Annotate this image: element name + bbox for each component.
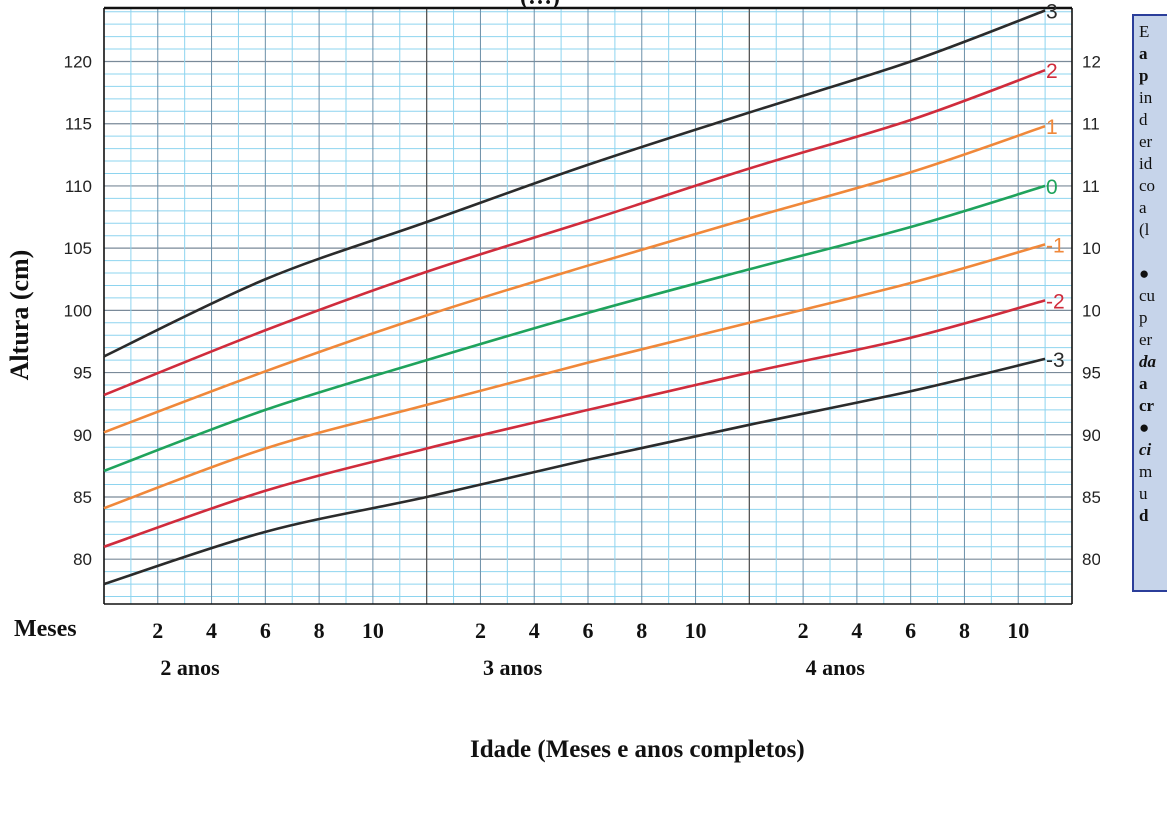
x-month-tick-label: 2 (152, 618, 163, 643)
y-tick-label-right: 90 (1082, 426, 1100, 445)
panel-text-line: er (1139, 330, 1153, 349)
panel-text-line: cr (1139, 396, 1155, 415)
x-axis-title: Idade (Meses e anos completos) (470, 736, 805, 763)
zscore-line-0 (103, 184, 1046, 473)
panel-text-line: E (1139, 22, 1150, 41)
panel-text-line: ● (1139, 264, 1150, 283)
panel-text-line: da (1139, 352, 1156, 371)
y-tick-label-right: 100 (1082, 301, 1100, 320)
y-tick-label-left: 115 (65, 115, 92, 134)
x-month-tick-label: 2 (798, 618, 809, 643)
zscore-label-0: 0 (1046, 176, 1058, 199)
y-tick-label-left: 100 (64, 301, 92, 320)
zscore-line-2 (103, 68, 1046, 397)
panel-text-line: d (1139, 110, 1148, 129)
y-tick-label-left: 95 (73, 364, 92, 383)
y-tick-label-right: 105 (1082, 239, 1100, 258)
y-tick-label-right: 120 (1082, 53, 1100, 72)
y-tick-label-right: 110 (1082, 177, 1100, 196)
zscore-line--2 (103, 299, 1046, 548)
y-tick-label-left: 80 (73, 550, 92, 569)
x-month-tick-label: 8 (959, 618, 970, 643)
y-tick-label-right: 80 (1082, 550, 1100, 569)
x-month-tick-label: 4 (206, 618, 217, 643)
zscore-label--1: -1 (1046, 234, 1065, 257)
y-tick-label-left: 110 (65, 177, 92, 196)
y-axis-title: Altura (cm) (5, 249, 34, 381)
y-tick-label-left: 120 (64, 53, 92, 72)
panel-text-line: ci (1139, 440, 1152, 459)
panel-text-line: a (1139, 44, 1148, 63)
y-axis-title-wrap: Altura (cm) (5, 235, 35, 395)
zscore-line--1 (103, 243, 1046, 510)
y-tick-label-right: 95 (1082, 364, 1100, 383)
x-month-tick-label: 6 (905, 618, 916, 643)
zscore-line-1 (103, 124, 1046, 434)
x-year-label: 4 anos (806, 655, 866, 680)
panel-text-line: a (1139, 374, 1148, 393)
x-month-tick-label: 2 (475, 618, 486, 643)
panel-text-line: p (1139, 66, 1149, 85)
y-tick-label-right: 85 (1082, 488, 1100, 507)
x-month-tick-label: 10 (685, 618, 707, 643)
x-year-label: 2 anos (160, 655, 220, 680)
y-tick-label-left: 85 (73, 488, 92, 507)
zscore-label-2: 2 (1046, 60, 1058, 83)
series-lines (103, 9, 1046, 586)
x-year-label: 3 anos (483, 655, 543, 680)
grid (103, 6, 1073, 605)
y-tick-label-left: 90 (73, 426, 92, 445)
zscore-label--2: -2 (1046, 290, 1065, 313)
panel-text-line: id (1139, 154, 1153, 173)
x-month-tick-label: 10 (1007, 618, 1029, 643)
panel-text-line: m (1139, 462, 1153, 481)
panel-text-line: a (1139, 198, 1147, 217)
panel-text-line: p (1139, 308, 1148, 327)
x-month-tick-label: 8 (314, 618, 325, 643)
panel-text-line: co (1139, 176, 1156, 195)
x-month-tick-label: 6 (583, 618, 594, 643)
months-row-label: Meses (14, 616, 77, 642)
panel-text-line: d (1139, 506, 1149, 525)
panel-text-line: ● (1139, 418, 1150, 437)
growth-chart: 8085909510010511011512080859095100105110… (64, 0, 1100, 680)
x-month-tick-label: 6 (260, 618, 271, 643)
chart-title-fragment: (…) (520, 0, 560, 11)
panel-text-line: er (1139, 132, 1153, 151)
panel-text-line: in (1139, 88, 1153, 107)
zscore-line-3 (103, 9, 1046, 358)
panel-text-line: cu (1139, 286, 1156, 305)
panel-text-line: u (1139, 484, 1148, 503)
y-tick-label-left: 105 (64, 239, 92, 258)
zscore-label-3: 3 (1046, 0, 1058, 23)
zscore-line--3 (103, 357, 1046, 586)
x-month-tick-label: 4 (529, 618, 540, 643)
zscore-label-1: 1 (1046, 116, 1058, 139)
x-month-tick-label: 4 (851, 618, 862, 643)
panel-text-line: (l (1139, 220, 1150, 239)
x-month-tick-label: 8 (636, 618, 647, 643)
panel-gap (1139, 241, 1167, 263)
zscore-label--3: -3 (1046, 349, 1065, 372)
x-month-tick-label: 10 (362, 618, 384, 643)
y-tick-label-right: 115 (1082, 115, 1100, 134)
tick-labels: 8085909510010511011512080859095100105110… (64, 0, 1100, 680)
